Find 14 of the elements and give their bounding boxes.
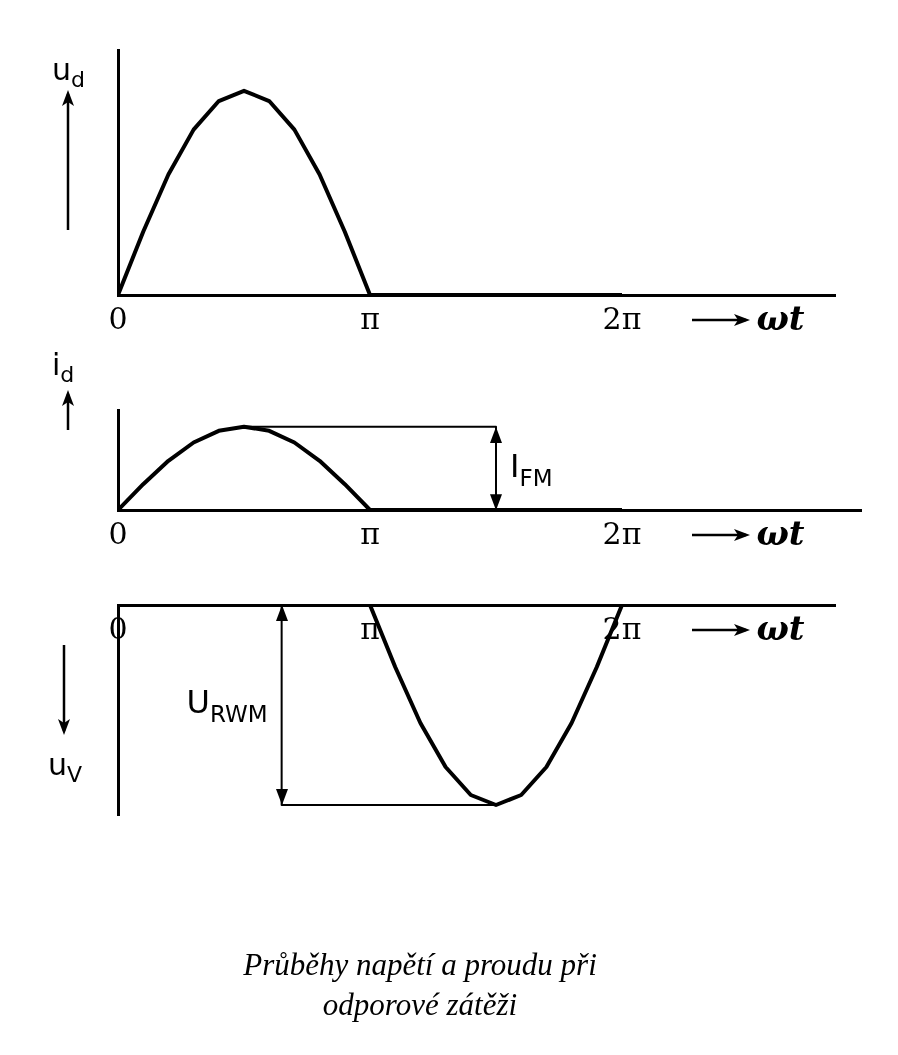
x-tick-label: 2π bbox=[602, 300, 642, 336]
x-tick-label: 2π bbox=[602, 515, 642, 551]
x-tick-label: π bbox=[360, 300, 380, 336]
x-axis-title: ωt bbox=[756, 513, 805, 553]
x-axis-title: ωt bbox=[756, 608, 805, 648]
x-tick-label: π bbox=[360, 515, 380, 551]
x-axis-title: ωt bbox=[756, 298, 805, 338]
x-tick-label: π bbox=[360, 610, 380, 646]
x-tick-label: 0 bbox=[108, 515, 128, 551]
y-axis-title: u$_{d}$ bbox=[52, 52, 85, 92]
y-axis-title: i$_{d}$ bbox=[52, 347, 75, 387]
text: Průběhy napětí a proudu při odporové zátěži bbox=[242, 946, 598, 1025]
y-axis-title: u$_{V}$ bbox=[48, 747, 83, 787]
x-tick-label: 0 bbox=[108, 300, 128, 336]
